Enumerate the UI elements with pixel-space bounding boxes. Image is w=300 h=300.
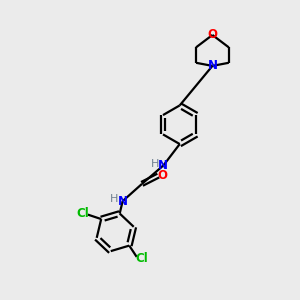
Text: Cl: Cl bbox=[136, 252, 148, 265]
Text: H: H bbox=[151, 159, 159, 169]
Text: O: O bbox=[158, 169, 167, 182]
Text: Cl: Cl bbox=[76, 207, 89, 220]
Text: O: O bbox=[207, 28, 218, 41]
Text: N: N bbox=[158, 159, 168, 172]
Text: N: N bbox=[207, 59, 218, 72]
Text: H: H bbox=[110, 194, 118, 204]
Text: N: N bbox=[118, 195, 128, 208]
